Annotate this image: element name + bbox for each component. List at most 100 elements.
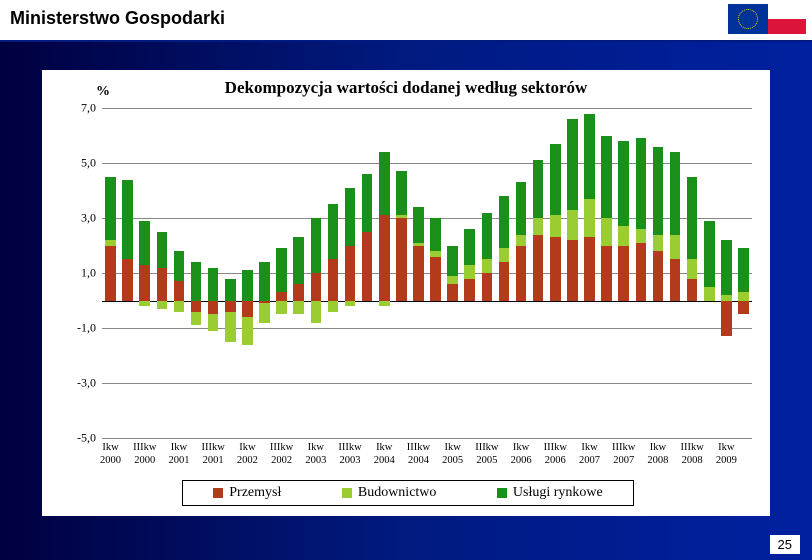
bar-segment-budownictwo	[345, 301, 356, 307]
bar-segment-budownictwo	[550, 215, 561, 237]
bar-group	[584, 108, 595, 438]
bar-segment-przemysl	[430, 257, 441, 301]
y-tick-label: 5,0	[81, 156, 96, 171]
x-tick-year: 2000	[134, 455, 155, 466]
x-tick-quarter: Ikw	[308, 442, 324, 454]
bar-segment-uslugi	[618, 141, 629, 226]
bar-segment-budownictwo	[311, 301, 322, 323]
flag-eu-icon	[728, 4, 768, 34]
bar-segment-przemysl	[396, 218, 407, 301]
plot-area: -5,0-3,0-1,01,03,05,07,0Ikw2000IIIkw2000…	[102, 108, 752, 439]
x-tick-year: 2001	[203, 455, 224, 466]
x-tick-year: 2004	[408, 455, 429, 466]
x-tick-year: 2007	[579, 455, 600, 466]
bar-group	[464, 108, 475, 438]
bar-segment-przemysl	[670, 259, 681, 300]
bar-group	[122, 108, 133, 438]
x-tick-year: 2006	[545, 455, 566, 466]
bar-segment-budownictwo	[567, 210, 578, 240]
bar-group	[276, 108, 287, 438]
bar-segment-przemysl	[653, 251, 664, 301]
bar-segment-przemysl	[225, 301, 236, 312]
bar-segment-przemysl	[311, 273, 322, 301]
bar-segment-budownictwo	[413, 243, 424, 246]
bar-segment-uslugi	[122, 180, 133, 260]
bar-segment-przemysl	[567, 240, 578, 301]
bar-segment-przemysl	[242, 301, 253, 318]
bar-group	[413, 108, 424, 438]
bar-segment-przemysl	[738, 301, 749, 315]
legend-label-przemysl: Przemysł	[229, 485, 281, 501]
bar-group	[293, 108, 304, 438]
bar-segment-budownictwo	[653, 235, 664, 252]
bar-segment-uslugi	[704, 221, 715, 287]
y-tick-label: 1,0	[81, 266, 96, 281]
x-tick-year: 2002	[271, 455, 292, 466]
flags	[728, 4, 806, 34]
bar-segment-uslugi	[584, 114, 595, 199]
x-tick-year: 2002	[237, 455, 258, 466]
bar-segment-budownictwo	[601, 218, 612, 246]
legend-item-budownictwo: Budownictwo	[342, 485, 437, 501]
bar-segment-uslugi	[567, 119, 578, 210]
bar-segment-budownictwo	[105, 240, 116, 246]
bar-segment-przemysl	[516, 246, 527, 301]
bar-segment-uslugi	[191, 262, 202, 301]
bar-segment-uslugi	[379, 152, 390, 215]
x-tick-quarter: Ikw	[581, 442, 597, 454]
bar-group	[721, 108, 732, 438]
x-tick-year: 2001	[168, 455, 189, 466]
legend-label-budownictwo: Budownictwo	[358, 485, 437, 501]
flag-eu-stars-icon	[738, 9, 758, 29]
bar-segment-przemysl	[687, 279, 698, 301]
x-tick-quarter: IIIkw	[612, 442, 635, 454]
bar-group	[670, 108, 681, 438]
x-tick-quarter: IIIkw	[680, 442, 703, 454]
bar-segment-budownictwo	[191, 312, 202, 326]
bar-segment-uslugi	[174, 251, 185, 281]
x-tick-year: 2003	[340, 455, 361, 466]
bar-group	[533, 108, 544, 438]
bar-segment-przemysl	[482, 273, 493, 301]
bar-group	[550, 108, 561, 438]
x-tick-year: 2000	[100, 455, 121, 466]
bar-segment-przemysl	[191, 301, 202, 312]
bar-segment-uslugi	[721, 240, 732, 295]
y-tick-label: -3,0	[77, 376, 96, 391]
bar-segment-uslugi	[345, 188, 356, 246]
bar-segment-uslugi	[447, 246, 458, 276]
bar-segment-przemysl	[105, 246, 116, 301]
bar-segment-uslugi	[601, 136, 612, 219]
x-tick-quarter: IIIkw	[544, 442, 567, 454]
bar-segment-budownictwo	[464, 265, 475, 279]
x-tick-quarter: IIIkw	[475, 442, 498, 454]
bar-segment-uslugi	[533, 160, 544, 218]
bar-group	[601, 108, 612, 438]
bar-segment-uslugi	[550, 144, 561, 216]
chart-title: Dekompozycja wartości dodanej według sek…	[42, 78, 770, 98]
x-tick-year: 2003	[305, 455, 326, 466]
x-tick-quarter: IIIkw	[338, 442, 361, 454]
bar-segment-przemysl	[293, 284, 304, 301]
bar-segment-budownictwo	[670, 235, 681, 260]
bar-segment-budownictwo	[139, 301, 150, 307]
x-tick-quarter: IIIkw	[407, 442, 430, 454]
bar-segment-przemysl	[345, 246, 356, 301]
bar-group	[328, 108, 339, 438]
bar-group	[482, 108, 493, 438]
bar-segment-przemysl	[601, 246, 612, 301]
bar-segment-budownictwo	[516, 235, 527, 246]
bar-segment-przemysl	[464, 279, 475, 301]
bar-segment-uslugi	[396, 171, 407, 215]
x-tick-year: 2007	[613, 455, 634, 466]
x-tick-year: 2008	[647, 455, 668, 466]
page-number: 25	[770, 535, 800, 554]
bar-segment-budownictwo	[738, 292, 749, 300]
bar-group	[345, 108, 356, 438]
bar-segment-uslugi	[242, 270, 253, 300]
bar-segment-przemysl	[413, 246, 424, 301]
header-title: Ministerstwo Gospodarki	[10, 8, 225, 29]
x-tick-year: 2006	[511, 455, 532, 466]
bar-segment-uslugi	[738, 248, 749, 292]
bar-group	[618, 108, 629, 438]
